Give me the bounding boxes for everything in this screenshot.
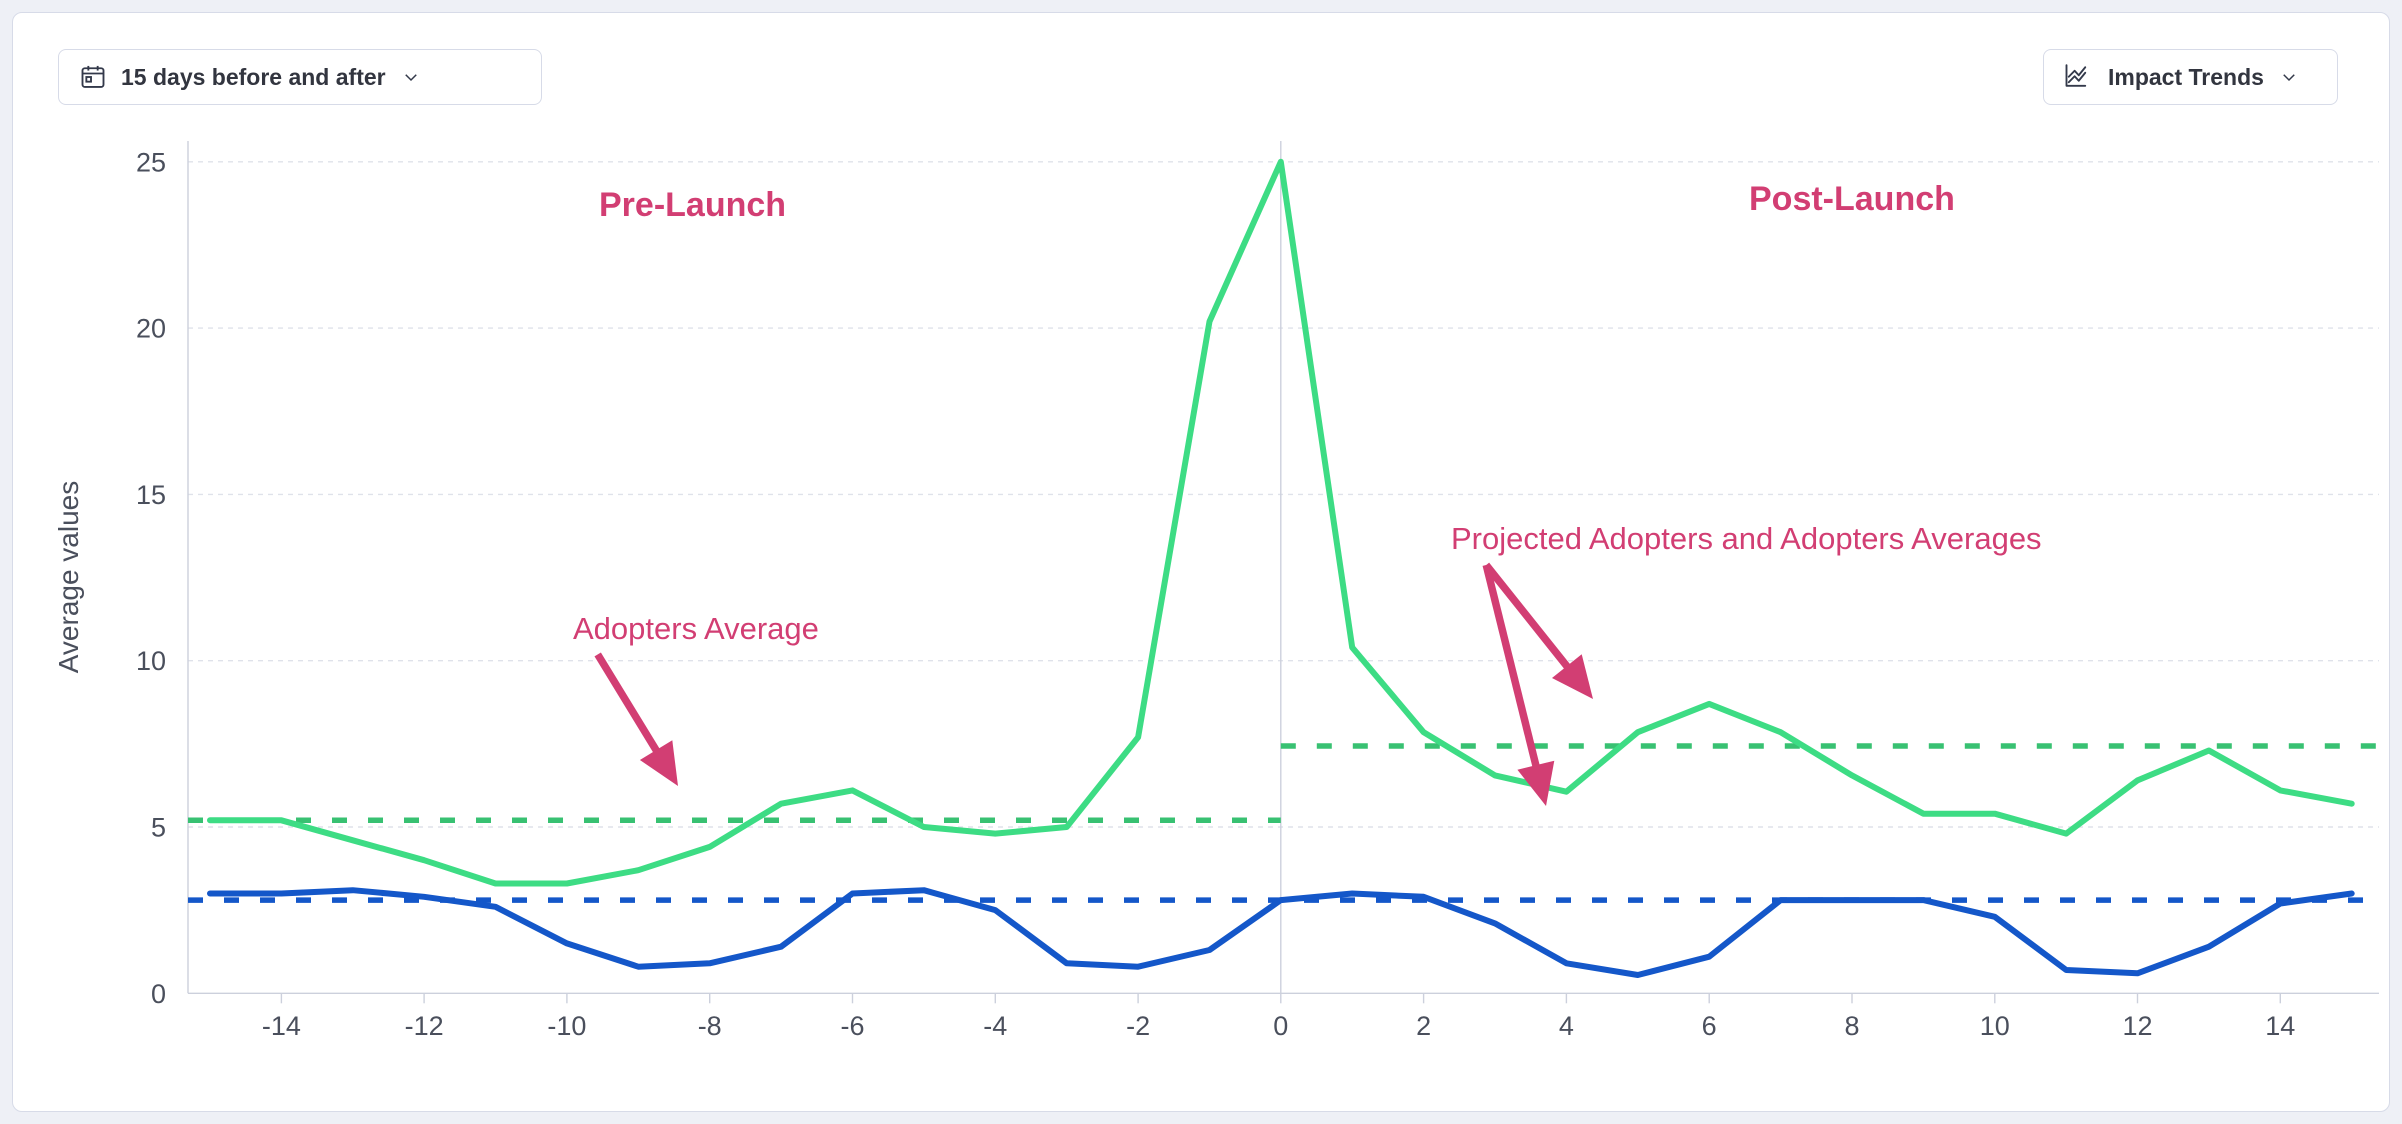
svg-text:25: 25 [136, 147, 166, 177]
svg-text:-10: -10 [547, 1011, 586, 1041]
svg-text:15: 15 [136, 480, 166, 510]
svg-text:0: 0 [151, 979, 166, 1009]
svg-text:0: 0 [1273, 1011, 1288, 1041]
svg-text:8: 8 [1844, 1011, 1859, 1041]
svg-text:Average values: Average values [53, 481, 84, 674]
svg-text:4: 4 [1559, 1011, 1574, 1041]
svg-text:14: 14 [2265, 1011, 2295, 1041]
svg-text:Post-Launch: Post-Launch [1749, 180, 1955, 218]
svg-text:6: 6 [1702, 1011, 1717, 1041]
svg-text:-8: -8 [698, 1011, 722, 1041]
svg-text:10: 10 [1980, 1011, 2010, 1041]
svg-text:Adopters Average: Adopters Average [573, 611, 819, 646]
svg-text:-6: -6 [840, 1011, 864, 1041]
svg-text:12: 12 [2122, 1011, 2152, 1041]
svg-text:-14: -14 [262, 1011, 301, 1041]
svg-text:Pre-Launch: Pre-Launch [599, 186, 786, 224]
svg-text:20: 20 [136, 314, 166, 344]
svg-text:-2: -2 [1126, 1011, 1150, 1041]
svg-text:Projected Adopters and Adopter: Projected Adopters and Adopters Averages [1451, 521, 2042, 556]
svg-text:5: 5 [151, 813, 166, 843]
svg-text:10: 10 [136, 646, 166, 676]
svg-text:-12: -12 [405, 1011, 444, 1041]
svg-text:2: 2 [1416, 1011, 1431, 1041]
svg-text:-4: -4 [983, 1011, 1007, 1041]
